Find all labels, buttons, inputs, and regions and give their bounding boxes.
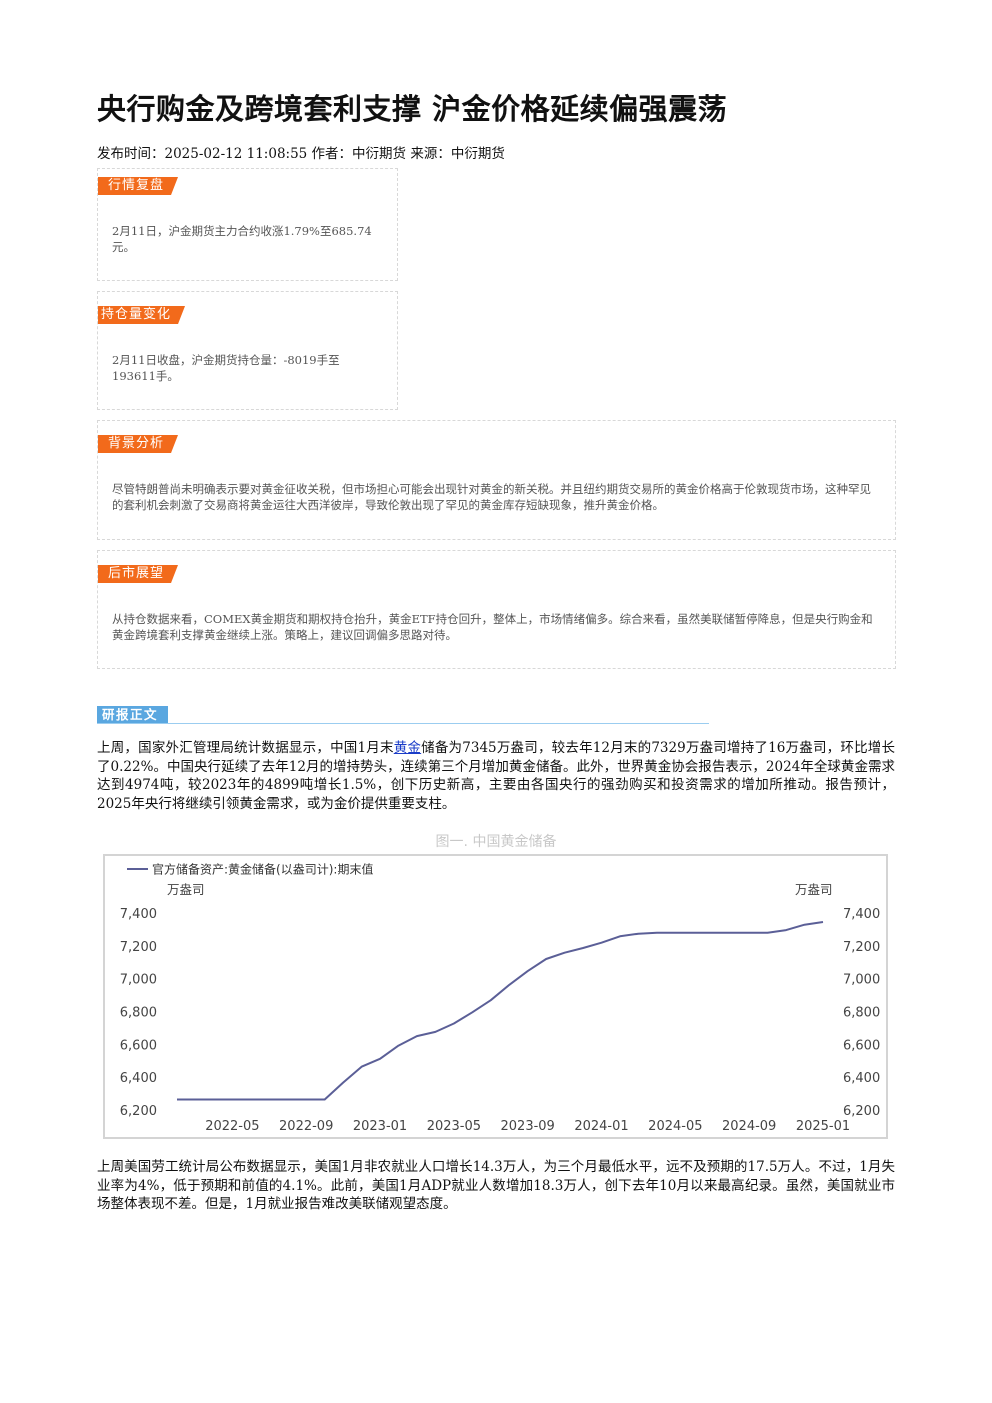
y-tick-right: 6,400 — [843, 1071, 880, 1086]
gold-reserve-chart: 官方储备资产:黄金储备(以盎司计):期末值 万盎司 万盎司 7,400 7,200… — [103, 854, 888, 1139]
x-tick: 2023-01 — [353, 1119, 407, 1134]
article-title: 央行购金及跨境套利支撑 沪金价格延续偏强震荡 — [97, 92, 728, 126]
y-unit-right: 万盎司 — [795, 882, 833, 897]
y-tick-right: 7,200 — [843, 940, 880, 955]
outlook-tag: 后市展望 — [98, 565, 178, 583]
x-tick: 2024-05 — [648, 1119, 702, 1134]
y-tick-left: 6,400 — [120, 1071, 157, 1086]
report-paragraph-1: 上周，国家外汇管理局统计数据显示，中国1月末黄金储备为7345万盎司，较去年12… — [97, 739, 895, 813]
background-tag: 背景分析 — [98, 435, 178, 453]
position-change-box: 持仓量变化 2月11日收盘，沪金期货持仓量：-8019手至193611手。 — [97, 291, 398, 410]
position-change-text: 2月11日收盘，沪金期货持仓量：-8019手至193611手。 — [112, 353, 340, 383]
y-tick-left: 6,800 — [120, 1006, 157, 1021]
outlook-text: 从持仓数据来看，COMEX黄金期货和期权持仓抬升，黄金ETF持仓回升，整体上，市… — [112, 612, 873, 642]
x-tick: 2025-01 — [796, 1119, 850, 1134]
x-tick: 2024-09 — [722, 1119, 776, 1134]
gold-link[interactable]: 黄金 — [393, 740, 422, 756]
y-axis-right: 7,400 7,200 7,000 6,800 6,600 6,400 6,200 — [843, 907, 880, 1119]
chart-canvas: 官方储备资产:黄金储备(以盎司计):期末值 万盎司 万盎司 7,400 7,200… — [120, 862, 880, 1135]
y-tick-right: 6,600 — [843, 1038, 880, 1053]
background-box: 背景分析 尽管特朗普尚未明确表示要对黄金征收关税，但市场担心可能会出现针对黄金的… — [97, 420, 896, 540]
y-tick-left: 6,600 — [120, 1038, 157, 1053]
report-tag: 研报正文 — [97, 706, 169, 724]
y-axis-left: 7,400 7,200 7,000 6,800 6,600 6,400 6,200 — [120, 907, 157, 1119]
y-tick-right: 7,400 — [843, 907, 880, 922]
y-tick-right: 6,800 — [843, 1006, 880, 1021]
x-tick: 2023-09 — [501, 1119, 555, 1134]
x-tick: 2023-05 — [427, 1119, 481, 1134]
x-tick: 2024-01 — [574, 1119, 628, 1134]
x-tick: 2022-09 — [279, 1119, 333, 1134]
figure-caption: 图一. 中国黄金储备 — [435, 834, 557, 850]
y-tick-left: 7,400 — [120, 907, 157, 922]
position-change-tag: 持仓量变化 — [98, 306, 185, 324]
market-review-box: 行情复盘 2月11日，沪金期货主力合约收涨1.79%至685.74元。 — [97, 168, 398, 281]
gold-reserve-line — [177, 921, 824, 1101]
y-tick-right: 7,000 — [843, 973, 880, 988]
y-tick-left: 7,000 — [120, 973, 157, 988]
legend-label: 官方储备资产:黄金储备(以盎司计):期末值 — [152, 862, 373, 877]
x-tick: 2022-05 — [205, 1119, 259, 1134]
report-paragraph-2: 上周美国劳工统计局公布数据显示，美国1月非农就业人口增长14.3万人，为三个月最… — [97, 1159, 895, 1212]
x-axis: 2022-05 2022-09 2023-01 2023-05 2023-09 2024-… — [205, 1119, 850, 1134]
article-meta: 发布时间：2025-02-12 11:08:55 作者：中衍期货 来源：中衍期货 — [97, 146, 505, 162]
market-review-tag: 行情复盘 — [98, 177, 178, 195]
background-text: 尽管特朗普尚未明确表示要对黄金征收关税，但市场担心可能会出现针对黄金的新关税。并… — [112, 482, 871, 512]
y-unit-left: 万盎司 — [167, 882, 205, 897]
report-divider — [97, 723, 709, 724]
outlook-box: 后市展望 从持仓数据来看，COMEX黄金期货和期权持仓抬升，黄金ETF持仓回升，… — [97, 550, 896, 669]
y-tick-left: 6,200 — [120, 1104, 157, 1119]
paragraph-1-rest: 储备为7345万盎司，较去年12月末的7329万盎司增持了16万盎司，环比增长了… — [97, 740, 896, 812]
market-review-text: 2月11日，沪金期货主力合约收涨1.79%至685.74元。 — [112, 224, 372, 254]
paragraph-1-start: 上周，国家外汇管理局统计数据显示，中国1月末 — [97, 740, 394, 756]
y-tick-left: 7,200 — [120, 940, 157, 955]
y-tick-right: 6,200 — [843, 1104, 880, 1119]
